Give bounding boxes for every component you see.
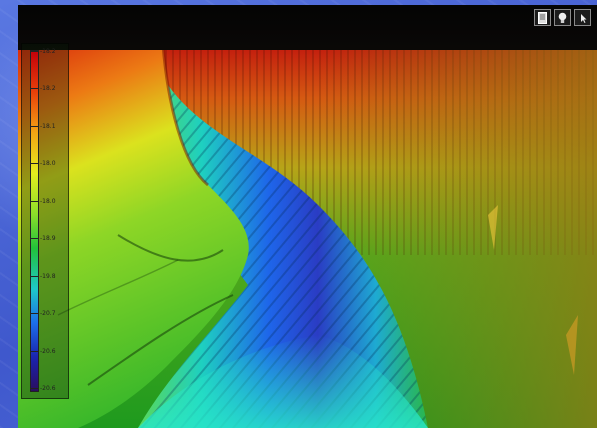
- legend-tick: -18.9: [30, 235, 56, 243]
- legend-tick: -20.6: [30, 385, 56, 393]
- legend-tick: -18.2: [30, 85, 56, 93]
- color-scale-legend: -18.2 -18.2 -18.1 -18.0 -18.0 -18.9 -19.…: [21, 43, 69, 399]
- terrain-viewer[interactable]: -18.2 -18.2 -18.1 -18.0 -18.0 -18.9 -19.…: [18, 5, 597, 428]
- legend-tick: -18.0: [30, 160, 56, 168]
- lightbulb-icon: [558, 12, 567, 23]
- pointer-button[interactable]: [574, 9, 591, 26]
- document-icon: [538, 11, 547, 24]
- legend-tick: -20.7: [30, 310, 56, 318]
- document-button[interactable]: [534, 9, 551, 26]
- color-scale-bar: [30, 50, 39, 392]
- legend-tick: -18.2: [30, 48, 56, 56]
- terrain-surface[interactable]: [18, 45, 597, 428]
- legend-tick: -18.0: [30, 198, 56, 206]
- legend-tick: -20.6: [30, 348, 56, 356]
- lighting-button[interactable]: [554, 9, 571, 26]
- viewer-top-bar: [18, 5, 597, 50]
- legend-tick: -19.8: [30, 273, 56, 281]
- cursor-icon: [581, 13, 587, 23]
- viewer-toolbar: [534, 9, 591, 26]
- legend-tick: -18.1: [30, 123, 56, 131]
